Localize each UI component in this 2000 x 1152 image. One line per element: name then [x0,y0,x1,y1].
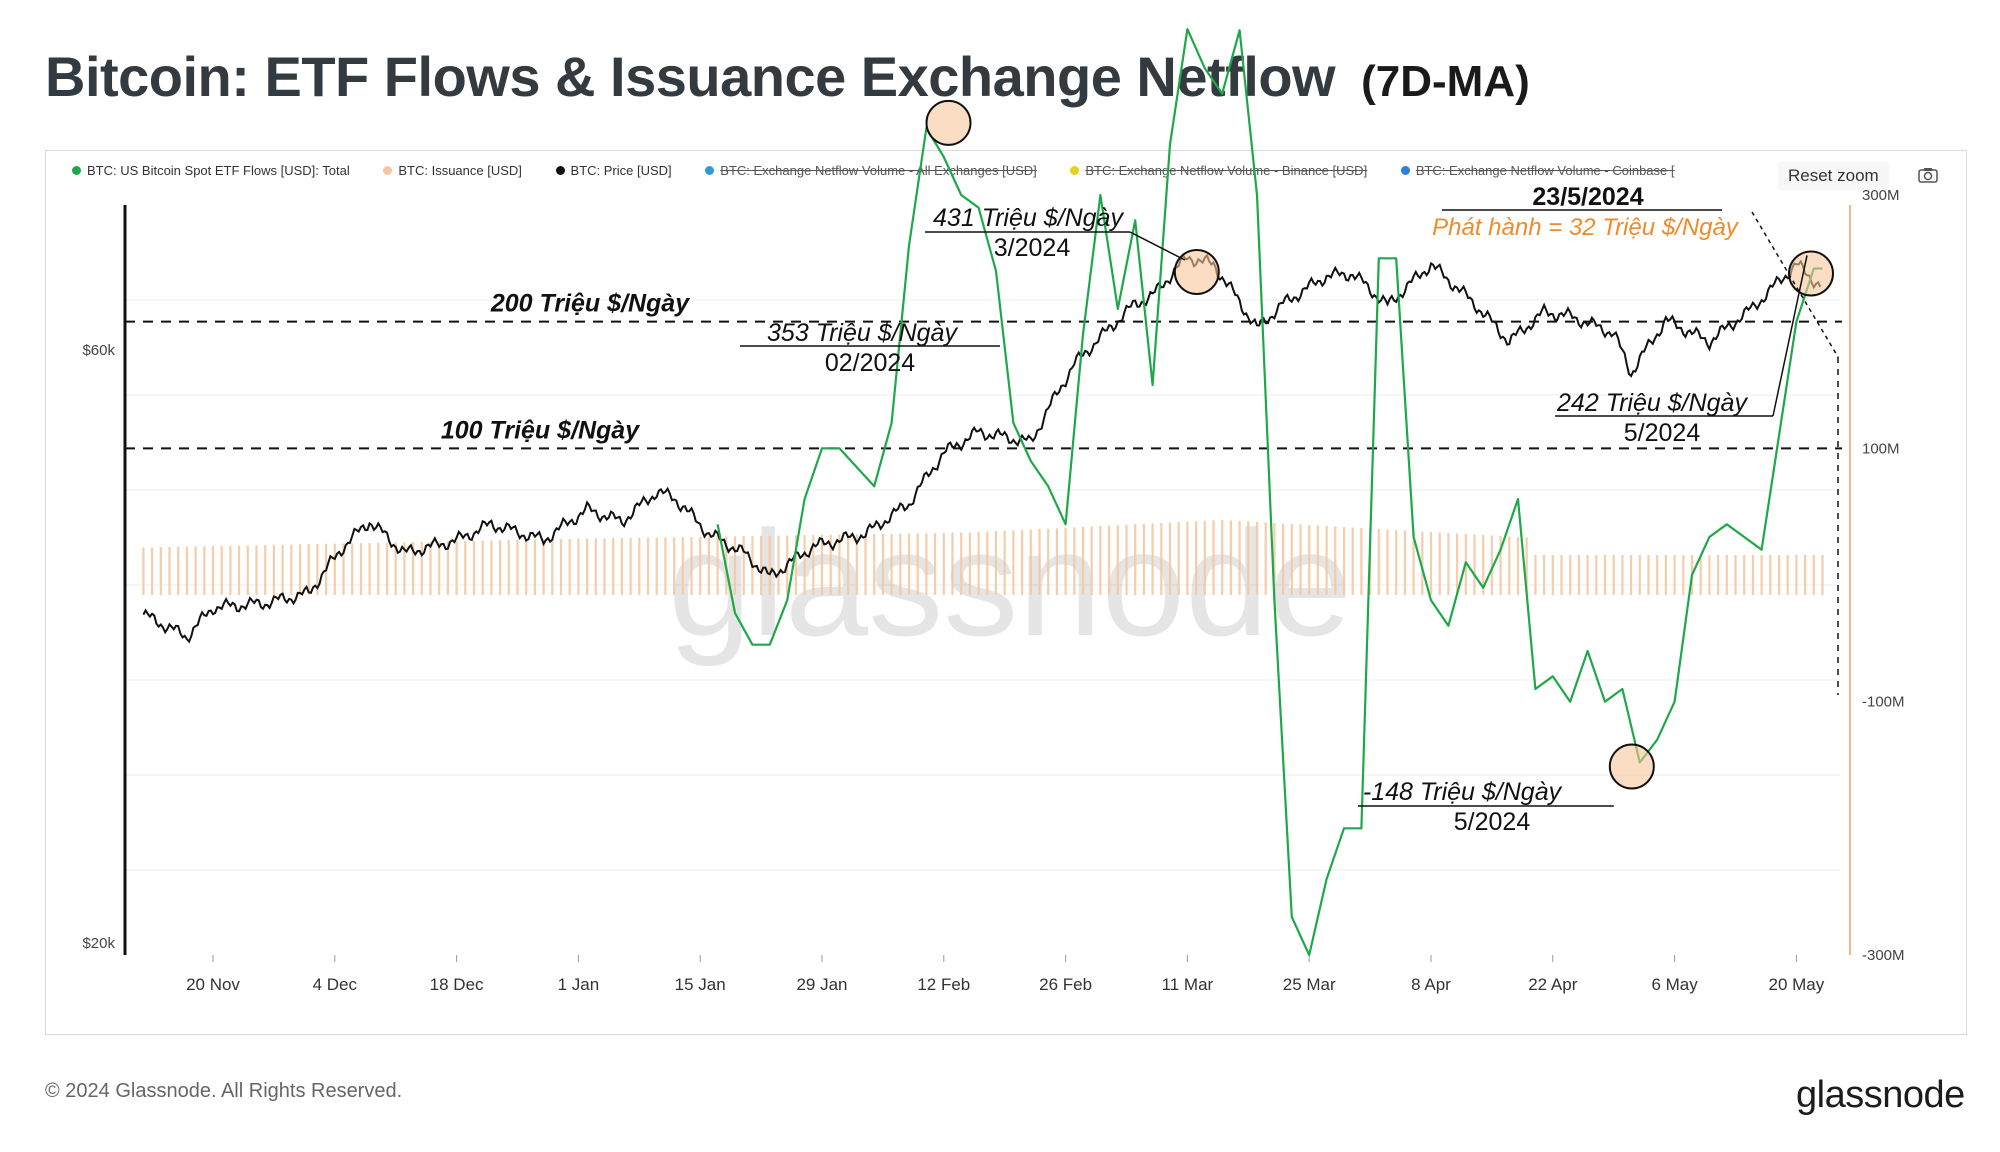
legend-label: BTC: Exchange Netflow Volume - All Excha… [720,163,1037,178]
etf-flows-series-line [716,28,1823,957]
annotation-leader-line [1129,231,1186,261]
y-left-tick-label: $60k [82,342,115,359]
legend-dot-icon [705,166,715,176]
y-right-tick-label: -100M [1862,694,1905,711]
legend-item-netflow-binance[interactable]: BTC: Exchange Netflow Volume - Binance [… [1070,163,1367,178]
reset-zoom-button[interactable]: Reset zoom [1778,162,1889,190]
highlight-circle [1173,249,1220,295]
highlight-circle [925,99,972,146]
legend-label: BTC: US Bitcoin Spot ETF Flows [USD]: To… [87,163,350,178]
x-tick-label: 22 Apr [1528,975,1577,994]
x-tick-label: 8 Apr [1411,975,1451,994]
annotation-value-label: 353 Triệu $/Ngày [767,319,958,347]
legend-label: BTC: Exchange Netflow Volume - Coinbase … [1415,163,1675,178]
legend-dot-icon [383,166,393,176]
price-series-line [142,253,1822,644]
x-tick-label: 20 Nov [186,975,240,994]
annotation-period-label: 5/2024 [1624,419,1701,447]
annotation-value-label: 242 Triệu $/Ngày [1556,389,1748,417]
chart-frame [45,150,1967,1035]
reference-line-label: 200 Triệu $/Ngày [490,290,690,318]
halving-date-label: 23/5/2024 [1532,183,1643,211]
annotation-period-label: 5/2024 [1454,808,1531,836]
y-left-tick-label: $20k [82,935,115,952]
legend-item-etf-flows[interactable]: BTC: US Bitcoin Spot ETF Flows [USD]: To… [72,163,350,178]
x-tick-label: 6 May [1651,975,1698,994]
reference-lines: 200 Triệu $/Ngày 100 Triệu $/Ngày [125,290,1842,450]
x-tick-label: 4 Dec [313,975,358,994]
annotation-value-label: -148 Triệu $/Ngày [1363,778,1563,806]
annotation-period-label: 3/2024 [994,234,1071,262]
x-tick-label: 15 Jan [675,975,726,994]
legend-label: BTC: Exchange Netflow Volume - Binance [… [1085,163,1368,178]
annotation-period-label: 02/2024 [825,349,915,377]
legend-item-netflow-all[interactable]: BTC: Exchange Netflow Volume - All Excha… [705,163,1037,178]
x-tick-label: 12 Feb [917,975,970,994]
page-subtitle: (7D-MA) [1361,57,1530,106]
series-lines [142,28,1823,957]
x-tick-label: 20 May [1769,975,1825,994]
reference-line-label: 100 Triệu $/Ngày [441,416,640,444]
x-tick-label: 18 Dec [430,975,484,994]
legend-dot-icon [1070,166,1080,176]
halving-note-label: Phát hành = 32 Triệu $/Ngày [1432,214,1740,241]
highlight-circle [1608,743,1655,790]
watermark-text: glassnode [668,499,1352,667]
legend-label: BTC: Issuance [USD] [398,163,522,178]
chart-legend: BTC: US Bitcoin Spot ETF Flows [USD]: To… [72,163,1675,178]
legend-item-issuance[interactable]: BTC: Issuance [USD] [383,163,522,178]
camera-icon[interactable] [1918,167,1938,183]
issuance-bars [142,520,1824,595]
brand-logo: glassnode [1796,1074,1965,1116]
legend-label: BTC: Price [USD] [570,163,672,178]
copyright-text: © 2024 Glassnode. All Rights Reserved. [45,1080,403,1102]
y-right-tick-label: -300M [1862,947,1905,964]
legend-dot-icon [555,166,565,176]
page-title: Bitcoin: ETF Flows & Issuance Exchange N… [45,45,1336,108]
x-tick-label: 25 Mar [1283,975,1336,994]
chart-title-block: Bitcoin: ETF Flows & Issuance Exchange N… [45,44,1530,109]
legend-dot-icon [72,166,81,176]
annotation-value-label: 431 Triệu $/Ngày [933,204,1124,232]
legend-item-price[interactable]: BTC: Price [USD] [555,163,672,178]
y-right-tick-label: 300M [1862,187,1900,204]
highlight-circle [1788,250,1834,297]
x-tick-label: 1 Jan [558,975,600,994]
axes: $60k $20k 300M 100M -100M -300M 20 Nov 4 Dec 18 … [82,187,1904,994]
x-tick-label: 26 Feb [1039,975,1092,994]
y-right-tick-label: 100M [1862,440,1900,457]
annotation-leader-line [1772,255,1808,417]
x-tick-label: 11 Mar [1162,975,1214,994]
legend-item-netflow-coinbase[interactable]: BTC: Exchange Netflow Volume - Coinbase … [1400,163,1675,178]
x-tick-label: 29 Jan [796,975,847,994]
gridlines [125,299,1840,871]
legend-dot-icon [1400,166,1410,176]
